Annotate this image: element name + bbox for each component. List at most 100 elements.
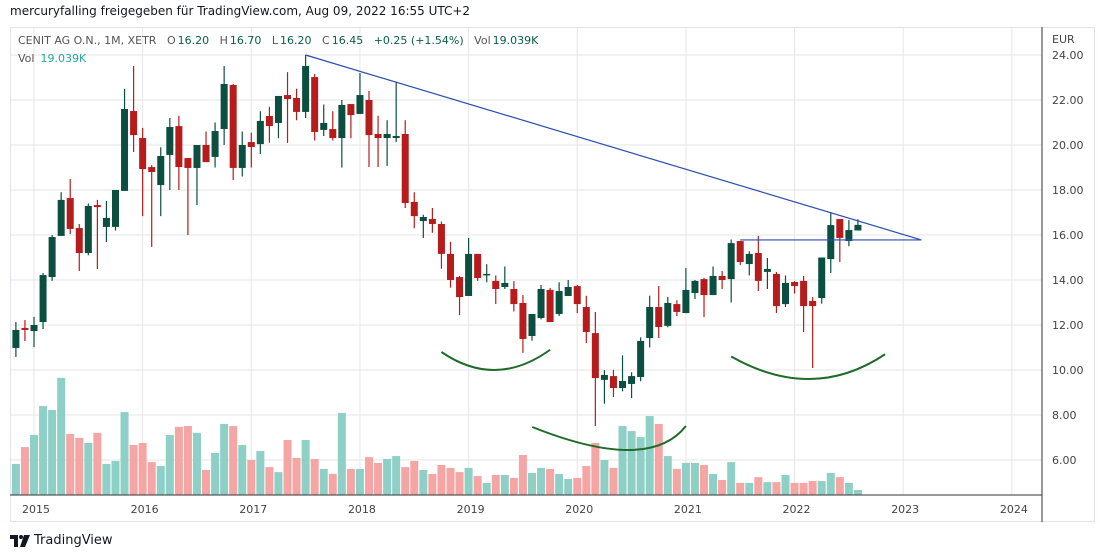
candle: [39, 273, 47, 330]
candle-body: [12, 329, 20, 348]
candle: [274, 95, 282, 139]
candle-body: [374, 133, 382, 139]
candle: [691, 280, 699, 300]
time-axis: 2015 2016 2017 2018 2019 2020 2021 2022 2023 2024: [22, 503, 1028, 516]
candle: [66, 178, 74, 235]
candle: [383, 120, 391, 166]
candle-body: [573, 286, 581, 305]
candle: [410, 192, 418, 229]
volume-legend-label[interactable]: Vol: [18, 52, 35, 65]
volume-bar: [826, 472, 835, 495]
candle-body: [238, 145, 246, 168]
volume-bar: [11, 463, 20, 495]
candle: [265, 106, 273, 143]
candle-body: [202, 145, 210, 163]
volume-bar: [700, 465, 709, 495]
volume-bar: [401, 467, 410, 495]
candle-body: [582, 307, 590, 332]
candle: [320, 104, 328, 136]
candle-body: [709, 275, 717, 296]
volume-bar: [111, 461, 120, 495]
symbol-label[interactable]: CENIT AG O.N., 1M, XETR: [18, 34, 157, 47]
time-tick-label: 2020: [565, 503, 593, 516]
candle-body: [356, 95, 364, 114]
candle: [293, 88, 301, 121]
candle-body: [329, 129, 337, 139]
candle-body: [293, 97, 301, 112]
candle-body: [781, 282, 789, 305]
candle-body: [84, 205, 92, 253]
candle: [718, 271, 726, 289]
volume-bar: [183, 426, 192, 495]
candle-body: [320, 122, 328, 130]
volume-bar: [754, 477, 763, 495]
volume-bar: [772, 482, 781, 495]
candle: [121, 88, 129, 191]
volume-bar: [256, 451, 265, 495]
candle-body: [30, 325, 38, 332]
price-tick-label: 12.00: [1052, 319, 1084, 332]
volume-bar: [491, 475, 500, 495]
candle-body: [772, 273, 780, 307]
candle: [591, 311, 599, 427]
vol-value: 19.039K: [492, 34, 539, 47]
candle-body: [655, 307, 663, 328]
candle-body: [845, 230, 853, 242]
time-tick-label: 2021: [674, 503, 702, 516]
candle-body: [229, 84, 237, 168]
volume-bar: [582, 466, 591, 495]
volume-bar: [446, 467, 455, 495]
candle: [211, 122, 219, 168]
time-tick-label: 2017: [239, 503, 267, 516]
price-tick-label: 20.00: [1052, 139, 1084, 152]
arc-curve: [440, 348, 551, 371]
candle: [437, 221, 445, 269]
candle-body: [474, 253, 482, 278]
candle: [311, 74, 319, 141]
candle-body: [546, 289, 554, 323]
candle-body: [555, 291, 563, 314]
candle-body: [628, 376, 636, 384]
candle-body: [519, 302, 527, 339]
candle-body: [492, 280, 500, 289]
candle: [600, 370, 608, 404]
volume-bar: [247, 460, 256, 495]
time-tick-label: 2024: [1000, 503, 1028, 516]
candle-body: [727, 243, 735, 280]
volume-bar: [473, 476, 482, 495]
candle-body: [501, 282, 509, 287]
candle-body: [211, 131, 219, 157]
candle-body: [700, 279, 708, 296]
candle: [175, 115, 183, 190]
candle-body: [818, 257, 826, 298]
candle: [519, 295, 527, 353]
candle: [284, 72, 292, 143]
candle-body: [311, 77, 319, 132]
candle-body: [419, 217, 427, 222]
price-tick-label: 14.00: [1052, 274, 1084, 287]
candle-body: [800, 280, 808, 307]
volume-bar: [745, 482, 754, 495]
brand-name[interactable]: TradingView: [34, 533, 113, 548]
candle: [664, 296, 672, 328]
candle: [546, 287, 554, 323]
volume-bar: [518, 455, 527, 495]
time-tick-label: 2015: [22, 503, 50, 516]
candle: [483, 264, 491, 283]
volume-bar: [211, 452, 220, 495]
candle-body: [220, 84, 228, 130]
volume-bar: [546, 468, 555, 495]
candle: [474, 253, 482, 281]
candle: [247, 132, 255, 168]
volume-bar: [274, 472, 283, 495]
grid: [10, 27, 1042, 495]
candle-body: [302, 66, 310, 112]
candle: [637, 337, 645, 382]
candle-body: [754, 253, 762, 281]
volume-bar: [564, 478, 573, 495]
candle-body: [93, 205, 101, 208]
volume-bar: [283, 440, 292, 495]
candle-body: [184, 158, 192, 168]
candle-body: [102, 217, 110, 227]
